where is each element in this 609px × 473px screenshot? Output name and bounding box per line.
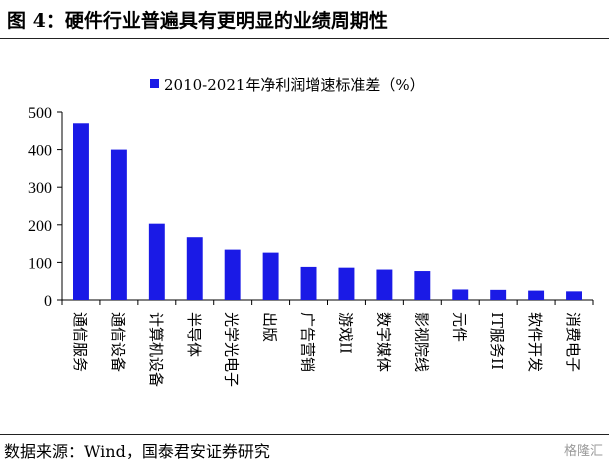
legend: 2010-2021年净利润增速标准差（%） — [150, 76, 425, 94]
x-labels: 通信服务 通信设备 计算机设备 半导体 光学光电子 出版 广告营销 游戏II 数字媒体 影视院线 元… — [71, 312, 582, 387]
bar — [490, 289, 507, 300]
y-ticks: 0 100 200 300 400 500 — [28, 105, 62, 310]
bar — [300, 266, 317, 300]
y-tick-label: 300 — [28, 180, 52, 197]
bottom-rule — [0, 434, 609, 435]
x-tick-label: 光学光电子 — [223, 312, 241, 387]
x-tick-label: 出版 — [261, 312, 279, 342]
bar — [566, 291, 583, 300]
x-tick-label: 广告营销 — [299, 312, 317, 372]
y-tick-label: 100 — [28, 255, 52, 272]
bar — [376, 269, 393, 300]
bar — [110, 149, 127, 300]
x-tick-label: 影视院线 — [412, 312, 430, 372]
x-tick-label: IT服务II — [488, 312, 506, 370]
bar — [148, 223, 165, 300]
bar — [72, 123, 89, 300]
bar — [224, 249, 241, 300]
bar — [186, 237, 203, 300]
x-tick-label: 计算机设备 — [147, 312, 165, 387]
bar — [452, 289, 469, 300]
top-rule — [0, 38, 609, 39]
bar — [414, 271, 431, 300]
x-tick-label: 数字媒体 — [374, 312, 392, 372]
y-tick-label: 200 — [28, 218, 52, 235]
x-ticks — [61, 300, 594, 305]
bars — [72, 123, 583, 300]
x-tick-label: 通信设备 — [109, 312, 127, 372]
y-tick-label: 0 — [44, 293, 52, 310]
watermark: 格隆汇 — [563, 444, 603, 459]
legend-swatch — [150, 79, 159, 88]
bar — [528, 290, 545, 300]
figure-title: 图 4：硬件行业普遍具有更明显的业绩周期性 — [7, 10, 388, 32]
legend-label: 2010-2021年净利润增速标准差（%） — [164, 76, 425, 94]
source-note: 数据来源：Wind，国泰君安证券研究 — [4, 442, 270, 461]
y-tick-label: 500 — [28, 105, 52, 122]
x-tick-label: 消费电子 — [564, 312, 582, 372]
bar — [338, 267, 355, 300]
x-tick-label: 通信服务 — [71, 312, 89, 372]
y-tick-label: 400 — [28, 143, 52, 160]
x-tick-label: 半导体 — [185, 312, 203, 357]
x-tick-label: 软件开发 — [526, 312, 544, 372]
x-tick-label: 元件 — [450, 312, 468, 342]
x-tick-label: 游戏II — [336, 312, 354, 354]
bar — [262, 252, 279, 300]
